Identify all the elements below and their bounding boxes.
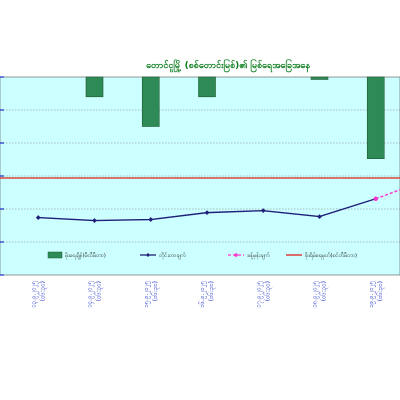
- x-tick-label-time: (၀၆:၃၀): [263, 281, 272, 301]
- observed-point: [204, 210, 210, 216]
- rainfall-bars: [85, 76, 385, 159]
- x-tick-label-date: ၁၇.၉.၂၀၂၅: [255, 281, 263, 309]
- legend-swatch-rainfall: [47, 251, 63, 259]
- observed-point: [317, 214, 322, 219]
- x-tick-label-time: (၀၆:၃၀): [376, 281, 385, 301]
- legend: မိုးရေချိန်(မီလီမီတာ) တိုင်းတာချက် ခန့်မှန…: [47, 251, 357, 260]
- forecast-point: [373, 196, 378, 201]
- legend-label: စိုးရိမ်ရေမှတ်(စင်တီမီတာ): [305, 251, 357, 260]
- observed-point: [92, 218, 97, 223]
- x-tick-label-time: (၀၆:၃၀): [38, 281, 47, 301]
- x-tick-label-time: (၀၆:၃၀): [207, 281, 216, 301]
- legend-label: ခန့်မှန်းချက်: [247, 251, 270, 260]
- rainfall-bar: [198, 76, 216, 98]
- observed-point: [148, 217, 154, 222]
- x-tick-label-time: (၀၆:၃၀): [320, 281, 329, 301]
- rainfall-bar: [366, 76, 385, 159]
- x-tick-label-date: ၁၉.၉.၂၀၂၅: [368, 281, 376, 309]
- rainfall-bar: [310, 76, 329, 80]
- legend-marker-forecast: [234, 253, 238, 257]
- chart-title: တောင်ငူမြို့ (စစ်တောင်းမြစ်)၏ မြစ်ရေအခြေ…: [146, 59, 310, 73]
- legend-label: မိုးရေချိန်(မီလီမီတာ): [65, 251, 106, 260]
- observed-point: [260, 208, 266, 214]
- legend-marker-observed: [146, 253, 150, 257]
- water-level-lines: [35, 189, 400, 223]
- x-tick-label-time: (၀၆:၃၀): [151, 281, 160, 301]
- x-tick-label-date: ၁၆.၉.၂၀၂၅: [198, 281, 207, 309]
- gridlines: [0, 76, 400, 276]
- legend-label: တိုင်းတာချက်: [159, 251, 186, 260]
- x-tick-label-date: ၁၈.၉.၂၀၂၅: [312, 281, 320, 309]
- x-axis-tick-labels: ၁၃.၉.၂၀၂၅ (၀၆:၃၀) ၁၄.၉.၂၀၂၅ (၀၆:၃၀) ၁၅.၉.၂၀၂…: [30, 281, 385, 309]
- x-tick-label-date: ၁၅.၉.၂၀၂၅: [143, 281, 151, 309]
- x-tick-label-date: ၁၄.၉.၂၀၂၅: [87, 281, 95, 309]
- observed-point: [35, 215, 41, 220]
- rainfall-bar: [85, 76, 104, 98]
- rainfall-bar: [141, 76, 160, 127]
- x-tick-label-time: (၀၆:၃၀): [95, 281, 104, 301]
- x-tick-label-date: ၁၃.၉.၂၀၂၅: [30, 281, 38, 309]
